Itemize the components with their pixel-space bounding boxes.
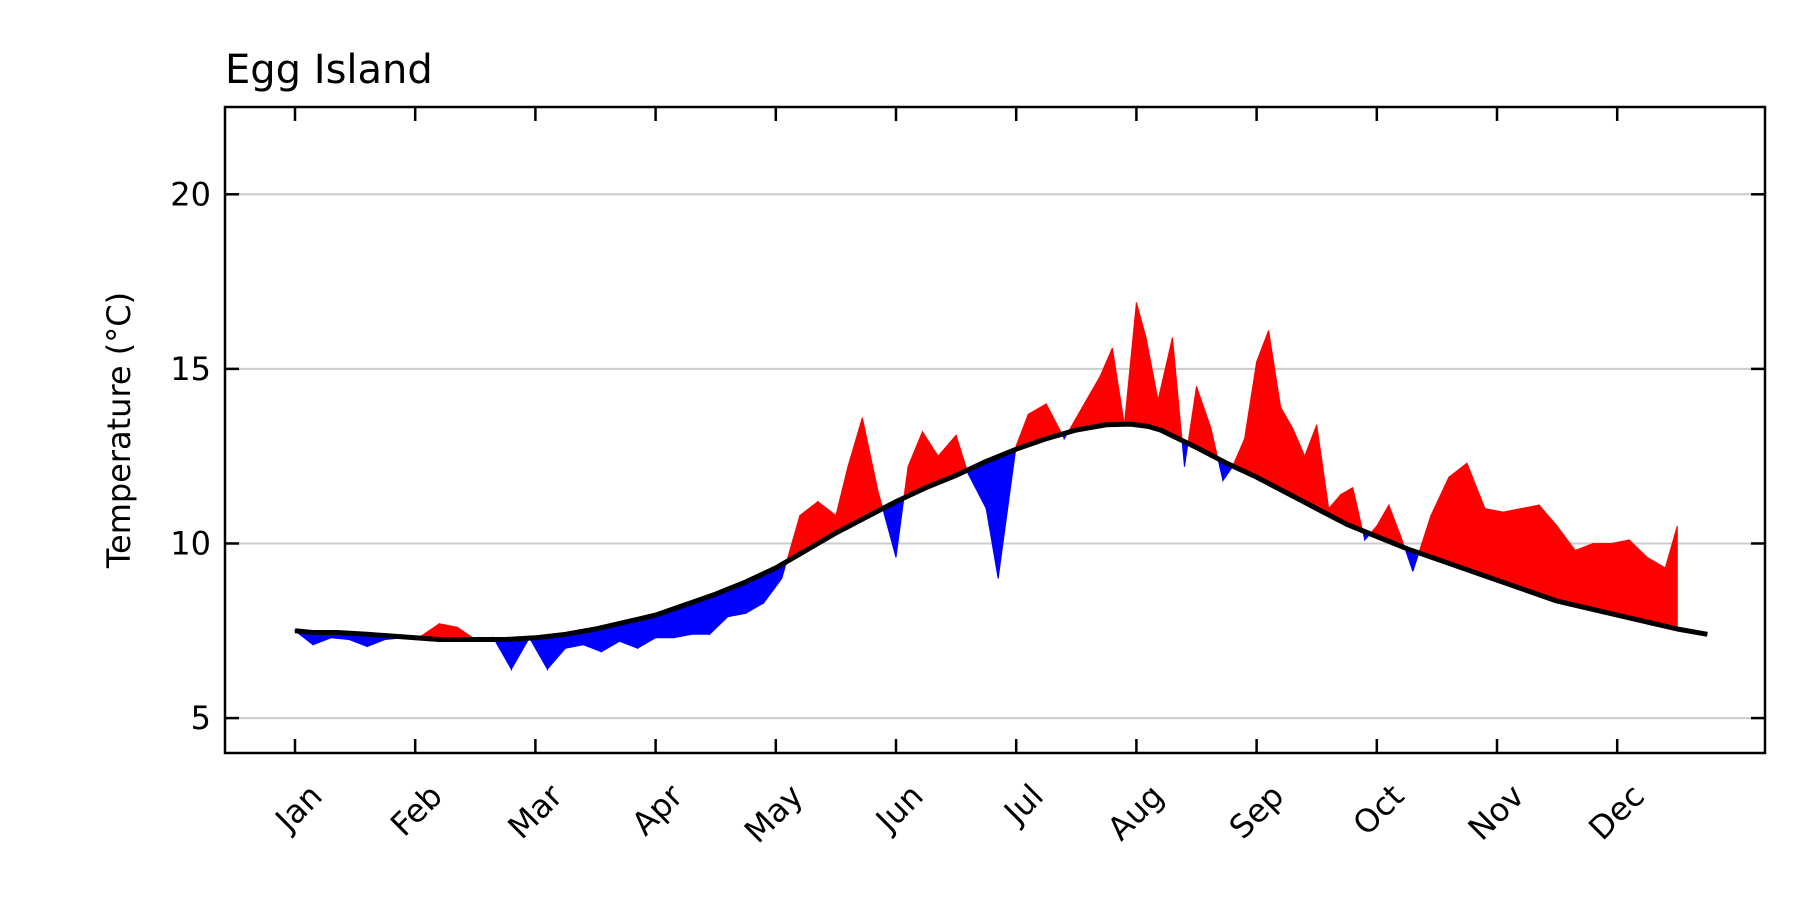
anomaly-warm-86-0 [1646,556,1666,627]
anomaly-warm-60-0 [1256,330,1270,485]
y-tick-label-5: 5 [191,699,211,737]
anomaly-warm-48-0 [1111,347,1125,426]
anomaly-warm-51-0 [1145,337,1159,430]
anomaly-cool-41-0 [997,448,1017,579]
anomaly-warm-85-0 [1628,538,1648,623]
anomaly-warm-82-0 [1574,542,1594,611]
y-tick-label-10: 10 [170,524,211,562]
y-tick-label-15: 15 [170,350,211,388]
anomaly-warm-31-0 [847,417,863,528]
chart-title: Egg Island [225,47,433,93]
anomaly-cool-11-1 [493,638,512,672]
anomaly-warm-55-0 [1196,386,1212,456]
anomaly-warm-84-0 [1610,539,1630,619]
anomaly-warm-62-0 [1280,405,1294,497]
x-tick-label-Mar: Mar [500,776,570,846]
anomaly-warm-74-0 [1430,476,1450,565]
anomaly-cool-12-0 [510,637,531,672]
anomaly-warm-54-1 [1187,386,1197,449]
anomaly-warm-50-0 [1135,302,1147,427]
y-tick-label-20: 20 [170,175,211,213]
axis-ticks: 5 10 15 20 Jan Feb Mar Apr May Jun Jul Aug Sep Oct Nov… [170,107,1765,850]
plot-frame [223,105,1767,755]
y-axis-label: Temperature (°C) [100,292,138,569]
anomaly-warm-34-1 [903,466,909,499]
anomaly-warm-61-0 [1268,330,1282,491]
anomaly-warm-35-0 [907,431,923,497]
anomaly-warm-65-0 [1316,424,1330,516]
x-tick-label-Jul: Jul [995,777,1051,833]
anomaly-warm-52-0 [1157,337,1173,437]
anomaly-warm-30-0 [835,466,849,534]
x-tick-label-Feb: Feb [383,777,450,844]
anomaly-cool-34-0 [895,497,905,558]
anomaly-warm-83-0 [1592,542,1612,615]
anomaly-warm-77-0 [1484,507,1504,583]
x-tick-label-Jun: Jun [867,777,931,841]
anomaly-warm-78-0 [1502,507,1522,590]
anomaly-warm-49-1 [1123,302,1137,426]
anomaly-warm-47-0 [1099,347,1113,427]
x-tick-label-Dec: Dec [1581,777,1652,848]
anomaly-warm-87-0 [1664,525,1678,630]
anomaly-warm-76-0 [1466,462,1486,577]
anomaly-warm-81-0 [1556,524,1576,606]
climatology-line-group [294,421,1708,642]
x-tick-label-Apr: Apr [624,776,691,843]
x-tick-label-Oct: Oct [1345,777,1411,843]
anomaly-warm-80-0 [1538,503,1558,602]
anomaly-warm-63-0 [1292,428,1306,504]
anomaly-warm-64-0 [1304,424,1318,510]
anomaly-cool-40-0 [985,455,999,579]
anomaly-warm-36-0 [921,430,939,491]
anomaly-warm-53-0 [1171,337,1183,442]
anomaly-cool-14-0 [546,633,566,671]
anomaly-warm-68-0 [1352,487,1364,532]
climatology-line [294,421,1708,642]
x-tick-label-May: May [737,777,811,851]
x-tick-label-Jan: Jan [266,777,329,840]
x-tick-label-Aug: Aug [1100,777,1171,848]
anomaly-warm-75-0 [1448,462,1468,571]
x-tick-label-Sep: Sep [1222,777,1292,847]
anomaly-fill [293,302,1678,672]
anomaly-warm-79-0 [1520,504,1540,596]
x-tick-label-Nov: Nov [1461,777,1532,848]
anomaly-cool-13-1 [528,635,548,672]
anomaly-warm-46-0 [1081,373,1101,430]
anomaly-warm-32-0 [861,417,879,521]
anomaly-warm-59-0 [1244,361,1258,478]
